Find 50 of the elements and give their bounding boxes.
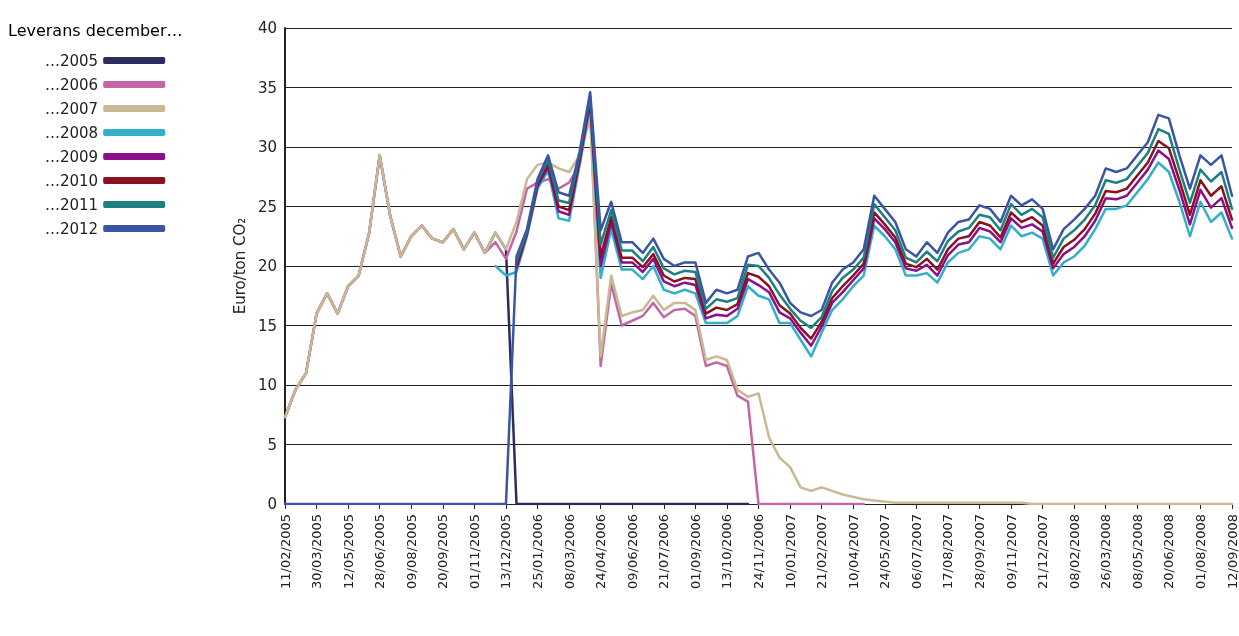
x-tick-label: 09/08/2005 <box>403 514 419 589</box>
x-tick-label: 24/05/2007 <box>877 514 893 589</box>
y-tick-label: 35 <box>257 78 277 97</box>
x-tick-label: 30/03/2005 <box>309 514 325 589</box>
x-tick-label: 13/10/2006 <box>719 514 735 589</box>
y-tick-label: 30 <box>257 138 277 156</box>
x-tick-label: 26/03/2008 <box>1098 514 1114 589</box>
y-tick-label: 20 <box>257 257 277 275</box>
legend-label: …2008 <box>44 123 99 142</box>
x-tick-label: 28/09/2007 <box>971 514 987 589</box>
x-tick-label: 13/12/2005 <box>498 514 514 589</box>
y-tick-label: 10 <box>257 376 277 394</box>
x-tick-label: 09/11/2007 <box>1003 514 1019 589</box>
x-tick-label: 10/04/2007 <box>845 514 861 589</box>
x-tick-label: 09/06/2006 <box>624 514 640 589</box>
x-tick-label: 17/08/2007 <box>940 514 956 589</box>
x-tick-label: 20/06/2008 <box>1161 514 1177 589</box>
x-tick-label: 01/09/2006 <box>687 514 703 589</box>
x-tick-label: 21/02/2007 <box>814 514 830 589</box>
x-tick-label: 12/09/2008 <box>1224 514 1239 589</box>
legend-label: …2009 <box>44 147 99 166</box>
legend-label: …2010 <box>44 171 99 190</box>
y-tick-label: 15 <box>257 316 277 335</box>
x-tick-label: 10/01/2007 <box>782 514 798 589</box>
y-tick-label: 40 <box>257 19 277 37</box>
x-tick-label: 11/02/2005 <box>277 514 293 589</box>
x-tick-label: 12/05/2005 <box>340 514 356 589</box>
x-tick-label: 06/07/2007 <box>908 514 924 589</box>
y-axis-title: Euro/ton CO₂ <box>230 217 249 315</box>
x-tick-label: 21/12/2007 <box>1035 514 1051 589</box>
legend-label: …2005 <box>44 51 99 70</box>
x-tick-label: 25/01/2006 <box>530 514 546 589</box>
x-tick-label: 21/07/2006 <box>656 514 672 589</box>
x-tick-label: 01/08/2008 <box>1192 514 1208 589</box>
x-tick-label: 24/04/2006 <box>593 514 609 589</box>
y-tick-label: 5 <box>267 435 277 454</box>
x-tick-label: 28/06/2005 <box>372 514 388 589</box>
y-tick-label: 0 <box>267 495 277 513</box>
x-tick-label: 20/09/2005 <box>435 514 451 589</box>
legend-label: …2006 <box>44 75 99 94</box>
y-tick-label: 25 <box>257 197 277 216</box>
x-tick-label: 08/03/2006 <box>561 514 577 589</box>
x-tick-label: 08/02/2008 <box>1066 514 1082 589</box>
x-tick-label: 24/11/2006 <box>751 514 766 589</box>
legend-label: …2011 <box>44 195 99 214</box>
legend-title: Leverans december… <box>8 20 183 40</box>
x-tick-label: 08/05/2008 <box>1129 514 1145 589</box>
legend-label: …2012 <box>44 219 99 238</box>
legend-label: …2007 <box>44 99 99 118</box>
x-tick-label: 01/11/2005 <box>466 514 482 589</box>
